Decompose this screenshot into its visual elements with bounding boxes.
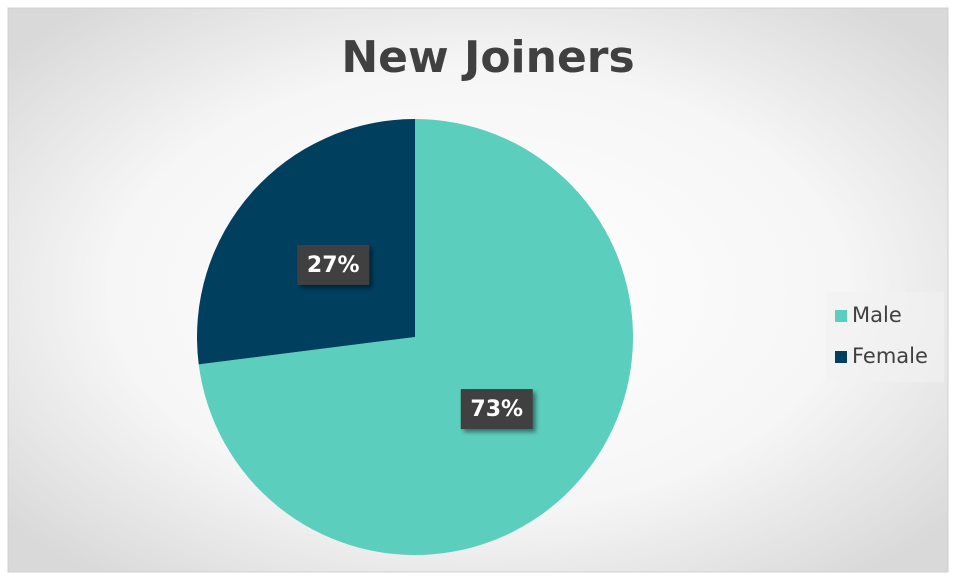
data-label-box bbox=[460, 389, 533, 430]
data-label: 73% bbox=[470, 397, 523, 422]
legend-box bbox=[826, 292, 944, 382]
legend-swatch bbox=[835, 310, 847, 322]
data-label: 27% bbox=[307, 253, 360, 278]
legend-label: Male bbox=[852, 303, 902, 327]
legend-label: Female bbox=[852, 344, 928, 368]
legend-swatch bbox=[835, 351, 847, 363]
pie-slice bbox=[197, 119, 415, 365]
chart-title: New Joiners bbox=[341, 32, 634, 83]
data-label-box bbox=[297, 244, 370, 285]
pie-slice bbox=[198, 119, 633, 555]
